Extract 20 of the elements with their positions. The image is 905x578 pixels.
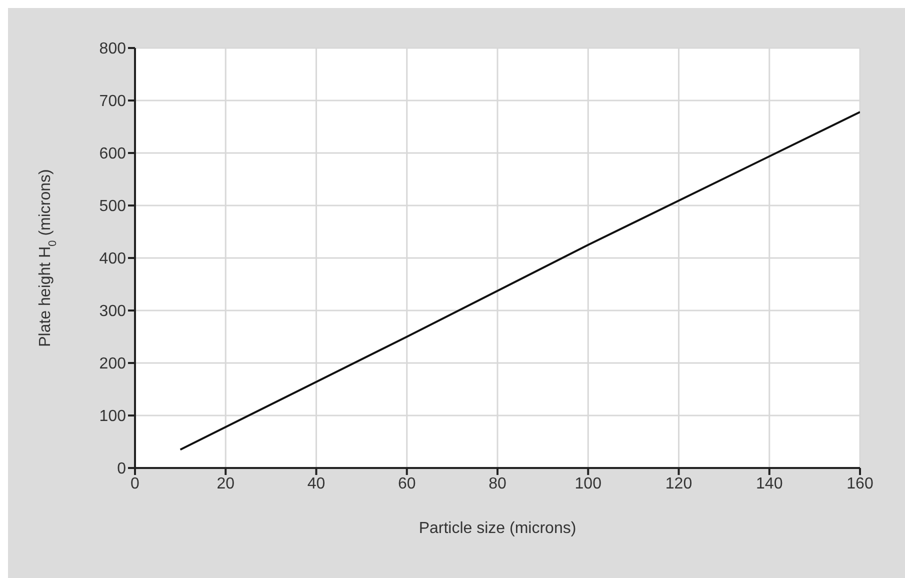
x-tick-label: 80	[488, 475, 506, 492]
y-tick-label: 300	[99, 303, 126, 320]
y-tick-label: 100	[99, 408, 126, 426]
y-tick-label: 600	[99, 146, 126, 163]
x-axis-title: Particle size (microns)	[418, 520, 576, 537]
x-tick-label: 0	[130, 475, 140, 492]
x-tick-label: 140	[756, 475, 783, 492]
x-tick-label: 20	[216, 475, 235, 492]
y-tick-label: 200	[99, 356, 126, 373]
y-tick-label: 800	[99, 40, 126, 58]
y-tick-label: 400	[99, 250, 126, 268]
y-tick-label: 0	[117, 460, 126, 478]
line-series	[179, 111, 860, 451]
x-tick-label: 60	[398, 475, 416, 492]
x-tick-label: 120	[665, 475, 692, 492]
x-tick-label: 40	[307, 475, 326, 492]
x-tick-label: 100	[574, 475, 602, 492]
x-tick-label: 160	[846, 475, 874, 492]
y-tick-label: 700	[99, 93, 126, 110]
y-tick-label: 500	[99, 198, 126, 216]
